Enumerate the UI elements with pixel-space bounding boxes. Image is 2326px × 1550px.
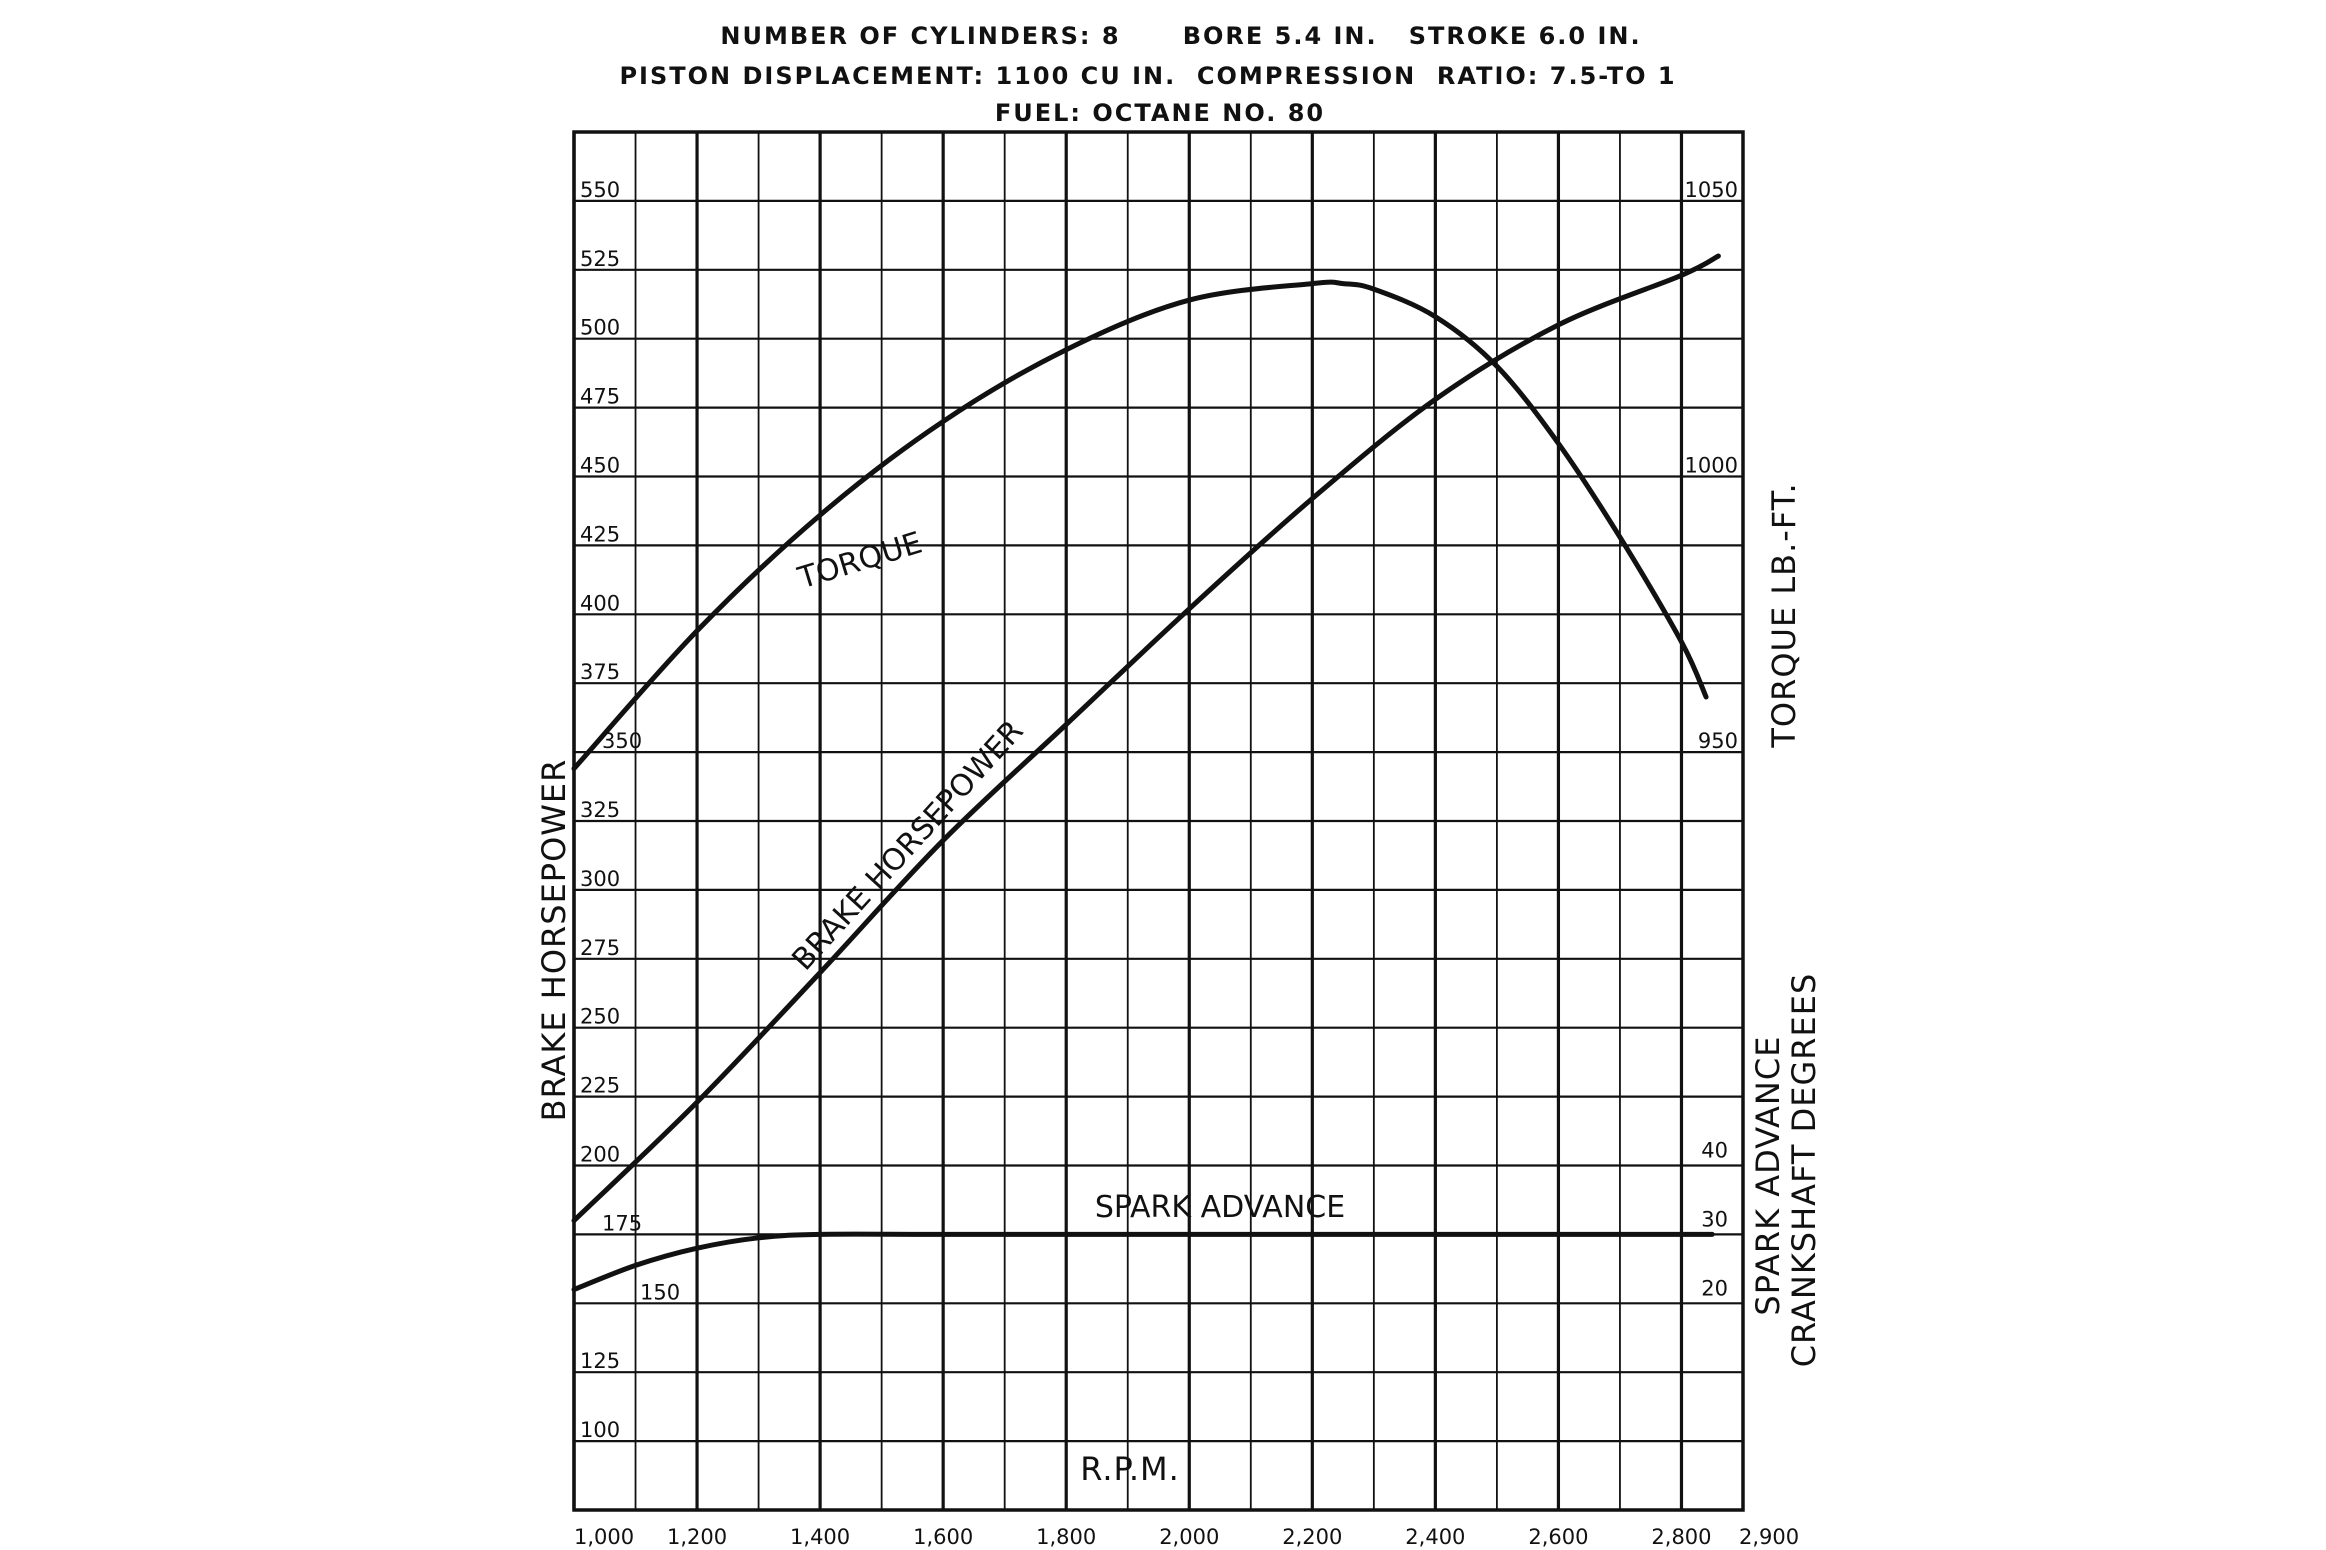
y-tick-label: 375 xyxy=(580,660,620,684)
header-line-3: FUEL: OCTANE NO. 80 xyxy=(995,99,1325,127)
spark-tick-label: 30 xyxy=(1701,1207,1728,1231)
torque-curve-label: TORQUE xyxy=(793,526,926,597)
spark-tick-label: 40 xyxy=(1701,1139,1728,1163)
plot-frame xyxy=(572,130,1745,1512)
y-tick-label: 450 xyxy=(580,454,620,478)
y-tick-label: 100 xyxy=(580,1418,620,1442)
x-tick-label: 1,200 xyxy=(667,1525,727,1549)
y-tick-label: 550 xyxy=(580,178,620,202)
y-tick-label: 325 xyxy=(580,798,620,822)
plot-grid xyxy=(572,130,1745,1512)
torque-tick-label: 1000 xyxy=(1685,454,1738,478)
y-tick-label: 200 xyxy=(580,1143,620,1167)
y-tick-label: 175 xyxy=(602,1211,642,1235)
y-tick-label: 525 xyxy=(580,247,620,271)
y-axis-title: BRAKE HORSEPOWER xyxy=(535,759,573,1122)
header-line-2: PISTON DISPLACEMENT: 1100 CU IN. COMPRES… xyxy=(619,62,1676,90)
y-tick-label: 225 xyxy=(580,1074,620,1098)
data-series xyxy=(571,253,1721,1292)
y-tick-label: 300 xyxy=(580,867,620,891)
y-tick-label: 250 xyxy=(580,1005,620,1029)
spark-tick-label: 20 xyxy=(1701,1276,1728,1300)
bhp-curve-label: BRAKE HORSEPOWER xyxy=(785,714,1030,978)
y-tick-label: 350 xyxy=(602,729,642,753)
tick-labels: 100 125 150 175 200 225 250 275 300 325 350 375 400 4… xyxy=(574,178,1799,1549)
x-tick-label: 1,800 xyxy=(1036,1525,1096,1549)
x-tick-label: 1,400 xyxy=(790,1525,850,1549)
y-tick-label: 425 xyxy=(580,522,620,546)
y-tick-label: 125 xyxy=(580,1349,620,1373)
torque-curve xyxy=(571,279,1709,772)
x-tick-label: 1,600 xyxy=(913,1525,973,1549)
x-tick-label: 2,600 xyxy=(1528,1525,1588,1549)
torque-axis-title: TORQUE LB.-FT. xyxy=(1765,482,1803,748)
x-tick-label: 2,000 xyxy=(1159,1525,1219,1549)
spark-axis-title: SPARK ADVANCE CRANKSHAFT DEGREES xyxy=(1749,973,1823,1368)
torque-tick-label: 950 xyxy=(1698,729,1738,753)
x-tick-label: 2,200 xyxy=(1282,1525,1342,1549)
spark-curve-label: SPARK ADVANCE xyxy=(1095,1190,1345,1225)
bhp-curve xyxy=(571,253,1721,1224)
x-tick-label: 2,800 xyxy=(1651,1525,1711,1549)
spark-advance-curve xyxy=(571,1231,1715,1292)
header-line-1: NUMBER OF CYLINDERS: 8 BORE 5.4 IN. STRO… xyxy=(720,22,1641,50)
x-tick-label: 1,000 xyxy=(574,1525,634,1549)
x-tick-label: 2,900 xyxy=(1739,1525,1799,1549)
x-tick-label: 2,400 xyxy=(1405,1525,1465,1549)
torque-tick-label: 1050 xyxy=(1685,178,1738,202)
spark-axis-title-line-2: CRANKSHAFT DEGREES xyxy=(1785,973,1823,1368)
x-axis-title: R.P.M. xyxy=(1080,1450,1180,1488)
y-tick-label: 500 xyxy=(580,316,620,340)
y-tick-label: 275 xyxy=(580,936,620,960)
spark-axis-title-line-1: SPARK ADVANCE xyxy=(1749,1036,1787,1316)
y-tick-label: 475 xyxy=(580,385,620,409)
y-tick-label: 150 xyxy=(640,1280,680,1304)
y-tick-label: 400 xyxy=(580,591,620,615)
